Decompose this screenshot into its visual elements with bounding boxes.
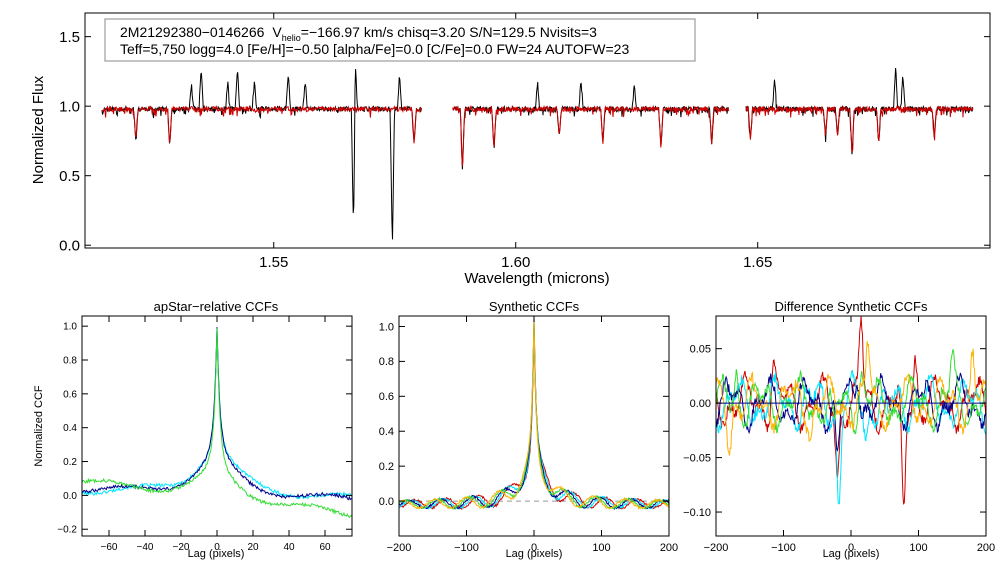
spectrum-observed-line — [101, 68, 422, 240]
synthetic-ccf-y-tick-label: 0.8 — [379, 356, 394, 368]
synthetic-ccf-y-tick-label: 0.6 — [379, 391, 394, 403]
difference-ccf-x-tick-label: 200 — [977, 542, 995, 554]
apstar-ccf-y-tick-label: 0.8 — [63, 356, 77, 367]
apstar-ccf-x-tick-label: −60 — [101, 542, 118, 553]
info-v-subscript: helio — [282, 33, 301, 43]
apstar-ccf-x-tick-label: 40 — [283, 542, 295, 553]
difference-ccf-title: Difference Synthetic CCFs — [775, 299, 928, 314]
synthetic-ccf-y-tick-label: 0.2 — [379, 461, 394, 473]
info-line-1: 2M21292380−0146266 Vhelio=−166.97 km/s ch… — [120, 24, 597, 43]
spectrum-observed-line — [452, 81, 729, 170]
info-stats: =−166.97 km/s chisq=3.20 S/N=129.5 Nvisi… — [301, 24, 597, 40]
spectrum-y-tick-label: 1.5 — [59, 29, 80, 46]
apstar-ccf-y-tick-label: 0.6 — [63, 389, 77, 400]
difference-ccf-diff-5-line — [715, 341, 987, 456]
synthetic-ccf-title: Synthetic CCFs — [489, 299, 580, 314]
apstar-ccf-y-tick-label: −0.2 — [57, 525, 77, 536]
spectrum-x-tick-label: 1.65 — [743, 254, 772, 271]
synthetic-ccf-x-tick-label: 100 — [592, 542, 610, 554]
difference-ccf-x-tick-label: 0 — [848, 542, 854, 554]
difference-ccf-x-tick-label: −200 — [704, 542, 729, 554]
difference-ccf-y-tick-label: 0.05 — [690, 344, 711, 356]
apstar-ccf-x-tick-label: 20 — [247, 542, 259, 553]
apstar-ccf-visit-3-line — [81, 328, 353, 519]
apstar-ccf-visit-1-line — [81, 328, 353, 500]
difference-ccf-diff-3-line — [715, 372, 987, 452]
difference-ccf-x-tick-label: 100 — [909, 542, 927, 554]
apstar-ccf-y-tick-label: 0.4 — [63, 423, 77, 434]
apstar-ccf-x-tick-label: −40 — [137, 542, 154, 553]
spectrum-y-tick-label: 0.0 — [59, 237, 80, 254]
apstar-ccf-y-tick-label: 0.2 — [63, 457, 77, 468]
apstar-ccf-y-axis-label: Normalized CCF — [33, 385, 45, 467]
difference-ccf-series-group — [715, 315, 987, 506]
synthetic-ccf-x-axis-label: Lag (pixels) — [506, 548, 563, 560]
info-v-label: V — [272, 24, 282, 40]
spectrum-ticks: 1.55 1.60 1.65 0.0 0.5 1.0 1.5 — [59, 13, 990, 271]
apstar-ccf-ticks: −60 −40 −20 0 20 40 60 −0.2 0.0 0.2 0.4 0.6 0.8 1.0 — [57, 316, 352, 553]
synthetic-ccf-ticks: −200 −100 0 100 200 0.0 0.2 0.4 0.6 0.8 1.0 — [379, 316, 678, 554]
spectrum-model-line — [452, 104, 730, 167]
synthetic-ccf-x-tick-label: 200 — [660, 542, 678, 554]
apstar-ccf-visit-2-line — [81, 327, 353, 501]
synthetic-ccf-y-tick-label: 0.4 — [379, 426, 394, 438]
difference-ccf-panel: Difference Synthetic CCFs −200 −100 0 100 20… — [683, 299, 995, 560]
spectrum-y-axis-label: Normalized Flux — [30, 75, 47, 184]
difference-ccf-y-tick-label: −0.10 — [683, 507, 711, 519]
synthetic-ccf-series-group — [398, 317, 670, 511]
spectrum-series-group — [101, 67, 974, 240]
synthetic-ccf-panel: Synthetic CCFs −200 −100 0 100 200 0.0 0.2 0.4 0… — [379, 299, 678, 560]
spectrum-panel: 1.55 1.60 1.65 0.0 0.5 1.0 1.5 2M21292380−0146… — [30, 12, 991, 287]
apstar-ccf-x-tick-label: −20 — [173, 542, 190, 553]
info-star-id: 2M21292380−0146266 — [120, 24, 265, 40]
spectrum-x-tick-label: 1.60 — [501, 254, 530, 271]
synthetic-ccf-x-tick-label: −200 — [387, 542, 412, 554]
spectrum-y-tick-label: 1.0 — [59, 98, 80, 115]
spectrum-x-tick-label: 1.55 — [259, 254, 288, 271]
difference-ccf-x-tick-label: −100 — [771, 542, 796, 554]
difference-ccf-y-tick-label: 0.00 — [690, 398, 711, 410]
difference-ccf-diff-4-line — [715, 349, 987, 435]
spectrum-model-line — [745, 105, 974, 153]
apstar-ccf-series-group — [81, 327, 353, 519]
apstar-ccf-y-tick-label: 1.0 — [63, 322, 77, 333]
info-box — [104, 18, 696, 62]
synthetic-ccf-y-tick-label: 0.0 — [379, 496, 394, 508]
apstar-ccf-y-tick-label: 0.0 — [63, 491, 77, 502]
difference-ccf-x-axis-label: Lag (pixels) — [823, 548, 880, 560]
apstar-ccf-plot-frame — [81, 315, 353, 537]
difference-ccf-y-tick-label: −0.05 — [683, 452, 711, 464]
info-line-2: Teff=5,750 logg=4.0 [Fe/H]=−0.50 [alpha/… — [120, 41, 629, 57]
synthetic-ccf-x-tick-label: 0 — [531, 542, 537, 554]
difference-ccf-diff-2-line — [715, 369, 987, 505]
apstar-ccf-panel: apStar−relative CCFs −60 −40 −20 0 20 40 60 −0.… — [33, 299, 353, 560]
spectrum-y-tick-label: 0.5 — [59, 168, 80, 185]
spectrum-plot-frame — [84, 12, 991, 249]
apstar-ccf-x-tick-label: 0 — [214, 542, 220, 553]
apstar-ccf-x-axis-label: Lag (pixels) — [188, 548, 245, 560]
synthetic-ccf-y-tick-label: 1.0 — [379, 321, 394, 333]
apstar-ccf-title: apStar−relative CCFs — [154, 299, 279, 314]
spectrum-model-line — [101, 104, 422, 144]
synthetic-ccf-x-tick-label: −100 — [454, 542, 479, 554]
apstar-ccf-x-tick-label: 60 — [319, 542, 331, 553]
spectrum-x-axis-label: Wavelength (microns) — [464, 270, 609, 287]
difference-ccf-ticks: −200 −100 0 100 200 −0.10 −0.05 0.00 0.05 — [683, 316, 995, 554]
synthetic-ccf-template-line — [398, 326, 670, 510]
